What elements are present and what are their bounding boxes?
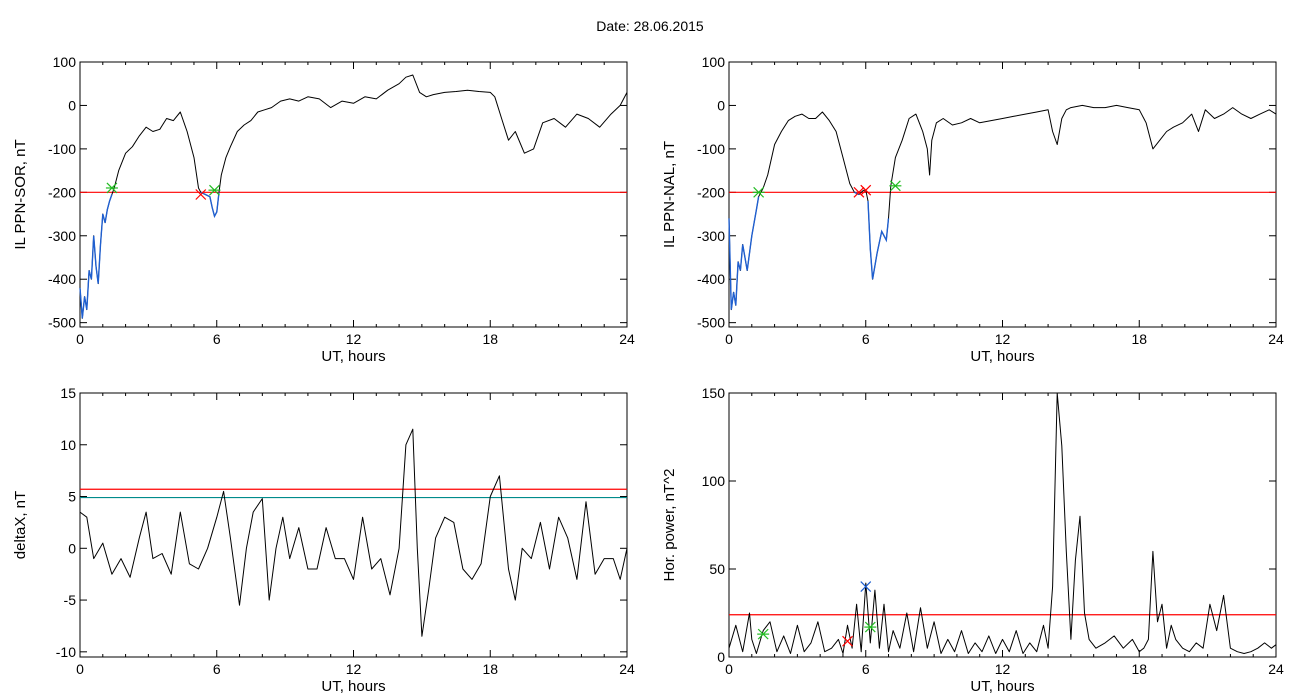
x-tick-label: 6 <box>862 661 870 677</box>
below-threshold-segment <box>867 200 890 280</box>
data-series-line <box>728 392 1277 654</box>
panel-deltax: 0 6 12 18 24 15 10 5 0 -5 -10 UT, hours deltaX, nT <box>12 385 635 695</box>
y-tick-label: 100 <box>702 473 726 489</box>
asterisk-marker <box>105 182 118 194</box>
y-tick-label: -300 <box>697 228 725 244</box>
y-tick-label: 0 <box>68 540 76 556</box>
y-tick-label: 50 <box>709 561 725 577</box>
x-tick-label: 0 <box>725 661 733 677</box>
y-tick-label: -200 <box>48 184 76 200</box>
marker-stroke <box>860 581 872 593</box>
x-tick-label: 18 <box>482 661 498 677</box>
y-tick-label: -400 <box>48 271 76 287</box>
x-marker <box>842 635 853 647</box>
x-tick-label: 24 <box>1268 661 1284 677</box>
marker-stroke <box>842 635 853 647</box>
marker-stroke <box>853 186 865 198</box>
marker-stroke <box>195 189 207 200</box>
y-tick-label: 5 <box>68 489 76 505</box>
y-tick-label: 150 <box>702 385 726 401</box>
x-tick-label: 18 <box>1131 331 1147 347</box>
y-tick-label: -10 <box>56 644 76 660</box>
data-series-line <box>728 104 1277 311</box>
marker-stroke <box>860 184 872 196</box>
x-tick-label: 6 <box>862 331 870 347</box>
y-tick-label: -500 <box>697 315 725 331</box>
x-tick-label: 6 <box>213 661 221 677</box>
y-axis-label: IL PPN-SOR, nT <box>12 139 29 249</box>
asterisk-marker <box>757 628 770 640</box>
x-tick-label: 18 <box>1131 661 1147 677</box>
y-tick-label: 10 <box>60 437 76 453</box>
asterisk-marker <box>864 621 877 633</box>
y-tick-label: 0 <box>717 97 725 113</box>
page-title: Date: 28.06.2015 <box>596 18 704 34</box>
x-tick-label: 12 <box>346 661 362 677</box>
below-threshold-segment <box>728 196 760 310</box>
y-axis-label: IL PPN-NAL, nT <box>661 141 678 248</box>
panel-il-ppn-sor: 0 6 12 18 24 100 0 -100 -200 -300 -400 -500 UT, hour… <box>12 54 635 365</box>
data-series-line <box>79 428 628 637</box>
asterisk-marker <box>889 180 902 192</box>
x-tick-label: 24 <box>619 331 635 347</box>
below-threshold-segment <box>200 191 220 219</box>
x-axis-label: UT, hours <box>321 348 385 365</box>
plot-frame <box>728 61 1277 328</box>
x-axis-label: UT, hours <box>970 678 1034 695</box>
panel-hor-power: 0 6 12 18 24 150 100 50 0 UT, hours Hor. power, nT… <box>661 385 1284 695</box>
x-tick-label: 0 <box>76 661 84 677</box>
below-threshold-segment <box>79 194 113 319</box>
x-tick-label: 12 <box>346 331 362 347</box>
x-tick-label: 0 <box>76 331 84 347</box>
x-tick-label: 24 <box>1268 331 1284 347</box>
plot-frame <box>79 61 628 328</box>
y-tick-label: -300 <box>48 228 76 244</box>
x-tick-label: 12 <box>995 331 1011 347</box>
plot-frame <box>79 392 628 658</box>
y-tick-label: -100 <box>48 141 76 157</box>
x-tick-label: 0 <box>725 331 733 347</box>
x-marker <box>860 184 872 196</box>
plot-frame <box>728 392 1277 658</box>
y-axis-label: Hor. power, nT^2 <box>661 469 678 582</box>
asterisk-marker <box>752 186 765 198</box>
y-tick-label: -100 <box>697 141 725 157</box>
x-axis-label: UT, hours <box>970 348 1034 365</box>
x-axis-label: UT, hours <box>321 678 385 695</box>
y-tick-label: -500 <box>48 315 76 331</box>
y-tick-label: 0 <box>68 97 76 113</box>
y-tick-label: -5 <box>64 592 77 608</box>
x-tick-label: 18 <box>482 331 498 347</box>
y-tick-label: 0 <box>717 649 725 665</box>
below-threshold-segment <box>854 191 860 196</box>
panel-il-ppn-nal: 0 6 12 18 24 100 0 -100 -200 -300 -400 -500 UT, hour… <box>661 54 1284 365</box>
x-tick-label: 6 <box>213 331 221 347</box>
y-tick-label: -200 <box>697 184 725 200</box>
y-tick-label: 15 <box>60 385 76 401</box>
x-marker <box>195 189 207 200</box>
y-tick-label: 100 <box>702 54 726 70</box>
y-axis-label: deltaX, nT <box>12 491 29 559</box>
data-series-line <box>79 74 628 319</box>
x-marker <box>853 186 865 198</box>
x-tick-label: 12 <box>995 661 1011 677</box>
asterisk-marker <box>208 184 221 196</box>
y-tick-label: 100 <box>53 54 77 70</box>
x-marker <box>860 581 872 593</box>
x-tick-label: 24 <box>619 661 635 677</box>
y-tick-label: -400 <box>697 271 725 287</box>
